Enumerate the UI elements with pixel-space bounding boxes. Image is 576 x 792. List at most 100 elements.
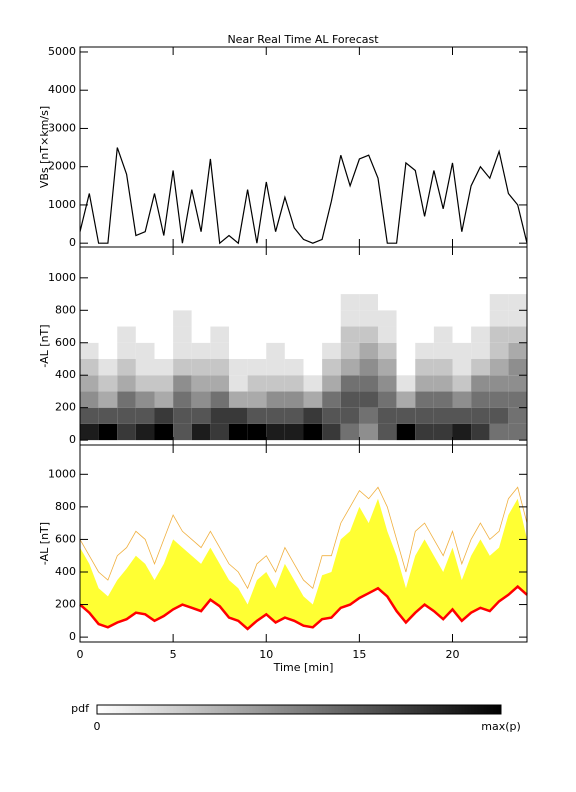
pdf-cell [471, 358, 490, 376]
pdf-cell [359, 358, 378, 376]
pdf-cell [191, 391, 211, 408]
pdf-cell [154, 391, 174, 408]
pdf-cell [452, 294, 472, 311]
pdf-cell [135, 423, 155, 441]
pdf-cell [80, 342, 99, 359]
pdf-cell [191, 326, 211, 343]
pdf-cell [266, 277, 285, 295]
pdf-cell [433, 358, 453, 376]
pdf-cell [266, 342, 285, 359]
pdf-cell [247, 358, 267, 376]
pdf-cell [210, 294, 229, 311]
pdf-cell [284, 294, 304, 311]
pdf-cell [452, 342, 472, 359]
pdf-cell [135, 294, 155, 311]
pdf-cell [322, 342, 341, 359]
pdf-cell [452, 358, 472, 376]
pdf-cell [378, 375, 397, 392]
y-tick-label: 2000 [48, 160, 76, 173]
pdf-cell [117, 407, 136, 424]
pdf-cell [322, 310, 341, 327]
pdf-cell [415, 342, 434, 359]
pdf-cell [452, 375, 472, 392]
pdf-cell [135, 310, 155, 327]
pdf-cell [191, 310, 211, 327]
pdf-cell [117, 391, 136, 408]
pdf-cell [508, 375, 527, 392]
pdf-cell [266, 358, 285, 376]
pdf-cell [191, 277, 211, 295]
y-tick-label: 0 [69, 630, 76, 643]
pdf-cell [284, 407, 304, 424]
pdf-cell [415, 375, 434, 392]
pdf-cell [471, 391, 490, 408]
y-tick-label: 800 [55, 303, 76, 316]
pdf-cell [266, 391, 285, 408]
pdf-cell [80, 391, 99, 408]
y-tick-label: 5000 [48, 45, 76, 58]
pdf-cell [191, 407, 211, 424]
pdf-cell [340, 326, 360, 343]
pdf-cell [359, 407, 378, 424]
pdf-cell [80, 407, 99, 424]
x-tick-label: 0 [77, 648, 84, 661]
pdf-cell [117, 342, 136, 359]
pdf-cell [210, 342, 229, 359]
pdf-cell [378, 391, 397, 408]
pdf-cell [340, 294, 360, 311]
panel-frame [79, 444, 528, 643]
pdf-cell [433, 391, 453, 408]
pdf-cell [322, 294, 341, 311]
pdf-cell [210, 310, 229, 327]
pdf-cell [322, 326, 341, 343]
pdf-cell [415, 294, 434, 311]
pdf-cell [489, 391, 509, 408]
pdf-cell [284, 326, 304, 343]
pdf-cell [489, 342, 509, 359]
pdf-cell [173, 407, 192, 424]
pdf-cell [489, 277, 509, 295]
pdf-cell [247, 342, 267, 359]
pdf-cell [266, 294, 285, 311]
pdf-cell [135, 407, 155, 424]
pdf-cell [340, 391, 360, 408]
pdf-cell [396, 423, 416, 441]
pdf-cell [247, 294, 267, 311]
pdf-cell [433, 277, 453, 295]
y-axis-label: -AL [nT] [38, 522, 51, 565]
pdf-cell [471, 326, 490, 343]
pdf-cell [98, 358, 118, 376]
pdf-cell [98, 391, 118, 408]
pdf-cell [173, 294, 192, 311]
x-axis-label: Time [min] [273, 661, 334, 674]
pdf-cell [471, 375, 490, 392]
pdf-cell [396, 358, 416, 376]
pdf-cell [378, 342, 397, 359]
vbs-line [79, 147, 528, 245]
pdf-cell [80, 294, 99, 311]
y-tick-label: 600 [55, 336, 76, 349]
pdf-cell [508, 423, 527, 441]
pdf-cell [359, 391, 378, 408]
pdf-cell [210, 375, 229, 392]
y-tick-label: 400 [55, 565, 76, 578]
pdf-cell [396, 310, 416, 327]
pdf-cell [471, 342, 490, 359]
pdf-cell [247, 375, 267, 392]
pdf-cell [229, 310, 248, 327]
pdf-cell [191, 342, 211, 359]
pdf-cell [433, 342, 453, 359]
forecast-band [80, 498, 527, 629]
pdf-cell [378, 277, 397, 295]
pdf-cell [284, 310, 304, 327]
pdf-cell [340, 310, 360, 327]
pdf-cell [508, 391, 527, 408]
pdf-cell [154, 423, 174, 441]
pdf-cell [80, 358, 99, 376]
pdf-cell [98, 310, 118, 327]
pdf-cell [173, 423, 192, 441]
pdf-cell [508, 342, 527, 359]
pdf-cell [98, 294, 118, 311]
pdf-cell [322, 358, 341, 376]
